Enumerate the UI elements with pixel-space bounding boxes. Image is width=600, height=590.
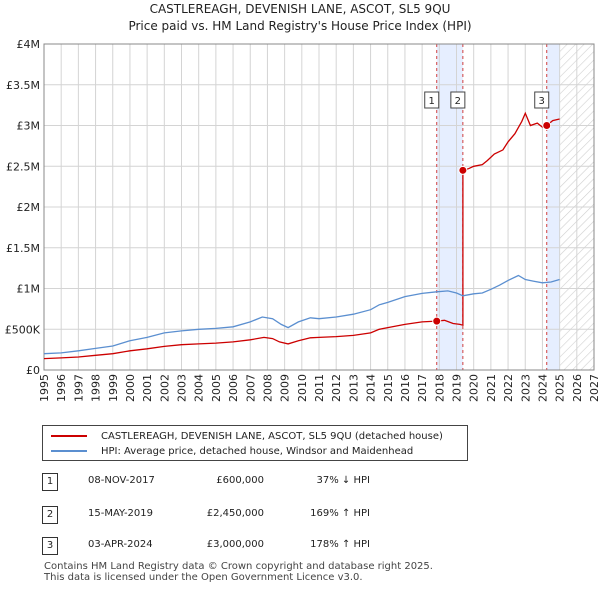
x-tick-label: 1996 <box>55 374 68 402</box>
x-tick-label: 2022 <box>502 374 515 402</box>
sale-badge-box-2 <box>450 91 466 109</box>
sale-hpi-3: 178% ↑ HPI <box>310 539 370 550</box>
property-price-line <box>43 111 560 360</box>
x-tick-label: 1995 <box>38 374 51 402</box>
sale-row-3: 3 03-APR-2024 £3,000,000 178% ↑ HPI <box>42 537 442 555</box>
x-tick-label: 2021 <box>485 374 498 402</box>
x-tick-label: 2007 <box>244 374 257 402</box>
x-tick-label: 1997 <box>72 374 85 402</box>
x-tick-label: 2008 <box>261 374 274 402</box>
x-tick-label: 2017 <box>416 374 429 402</box>
y-tick-label: £1M <box>17 283 41 296</box>
chart-legend: CASTLEREAGH, DEVENISH LANE, ASCOT, SL5 9… <box>42 425 468 461</box>
x-tick-label: 2003 <box>176 374 189 402</box>
legend-label-property: CASTLEREAGH, DEVENISH LANE, ASCOT, SL5 9… <box>101 430 443 442</box>
x-tick-label: 2009 <box>279 374 292 402</box>
x-tick-label: 2005 <box>210 374 223 402</box>
sale-badge-label-1: 1 <box>429 96 435 107</box>
sale-hpi-2: 169% ↑ HPI <box>310 508 370 519</box>
y-tick-label: £2M <box>17 201 41 214</box>
sale-price-2: £2,450,000 <box>206 508 264 519</box>
hpi-line <box>43 274 560 355</box>
y-tick-label: £2.5M <box>6 160 40 173</box>
sale-badge-box-1 <box>424 91 440 109</box>
x-tick-label: 1998 <box>90 374 103 402</box>
sale-badge-box-3 <box>534 91 550 109</box>
sale-price-1: £600,000 <box>216 475 264 486</box>
y-tick-label: £3M <box>17 120 41 133</box>
sale-date-2: 15-MAY-2019 <box>88 508 154 519</box>
sale-row-1: 1 08-NOV-2017 £600,000 37% ↓ HPI <box>42 473 442 491</box>
legend-swatch-red <box>51 435 87 437</box>
x-tick-label: 2014 <box>365 374 378 402</box>
sale-date-1: 08-NOV-2017 <box>88 475 155 486</box>
x-tick-label: 2023 <box>519 374 532 402</box>
y-tick-label: £0 <box>26 364 40 377</box>
legend-item-hpi: HPI: Average price, detached house, Wind… <box>51 444 413 458</box>
x-tick-label: 2010 <box>296 374 309 402</box>
y-tick-label: £1.5M <box>6 242 40 255</box>
x-tick-label: 2004 <box>193 374 206 402</box>
legend-label-hpi: HPI: Average price, detached house, Wind… <box>101 445 414 457</box>
x-tick-label: 2011 <box>313 374 326 402</box>
x-tick-label: 2019 <box>451 374 464 402</box>
x-tick-label: 2018 <box>433 374 446 402</box>
sale-row-2: 2 15-MAY-2019 £2,450,000 169% ↑ HPI <box>42 506 442 524</box>
footer-line-1: Contains HM Land Registry data © Crown c… <box>44 561 433 572</box>
legend-swatch-blue <box>51 450 87 452</box>
sale-badge-label-2: 2 <box>455 96 461 107</box>
plot-frame <box>43 43 595 371</box>
x-tick-label: 2025 <box>554 374 567 402</box>
x-tick-label: 2016 <box>399 374 412 402</box>
price-chart: CASTLEREAGH, DEVENISH LANE, ASCOT, SL5 9… <box>5 2 600 402</box>
x-tick-label: 2001 <box>141 374 154 402</box>
sale-badge-3: 3 <box>42 537 58 555</box>
y-tick-label: £4M <box>17 38 41 51</box>
x-tick-label: 2006 <box>227 374 240 402</box>
sale-date-3: 03-APR-2024 <box>88 539 153 550</box>
x-tick-label: 2020 <box>468 374 481 402</box>
x-tick-label: 2000 <box>124 374 137 402</box>
x-tick-label: 2013 <box>347 374 360 402</box>
sale-hpi-1: 37% ↓ HPI <box>316 475 370 486</box>
x-tick-label: 2015 <box>382 374 395 402</box>
footer-line-2: This data is licensed under the Open Gov… <box>44 572 363 583</box>
sale-badge-label-3: 3 <box>539 96 545 107</box>
x-tick-label: 2012 <box>330 374 343 402</box>
sale-price-3: £3,000,000 <box>206 539 264 550</box>
sale-badge-2: 2 <box>42 506 58 524</box>
chart-subtitle: Price paid vs. HM Land Registry's House … <box>128 19 471 33</box>
sale-point-2 <box>458 165 468 175</box>
x-tick-label: 2027 <box>588 374 600 402</box>
x-tick-label: 2024 <box>536 374 549 402</box>
sale-badge-1: 1 <box>42 473 58 491</box>
sale-point-3 <box>542 121 552 130</box>
y-tick-label: £3.5M <box>6 79 40 92</box>
x-tick-label: 2026 <box>571 374 584 402</box>
chart-title: CASTLEREAGH, DEVENISH LANE, ASCOT, SL5 9… <box>150 2 451 16</box>
legend-item-property: CASTLEREAGH, DEVENISH LANE, ASCOT, SL5 9… <box>51 429 443 443</box>
y-tick-label: £500K <box>5 323 41 336</box>
sale-point-1 <box>432 316 442 326</box>
footer-attribution: Contains HM Land Registry data © Crown c… <box>44 561 433 583</box>
x-tick-label: 1999 <box>107 374 120 402</box>
x-tick-label: 2002 <box>158 374 171 402</box>
